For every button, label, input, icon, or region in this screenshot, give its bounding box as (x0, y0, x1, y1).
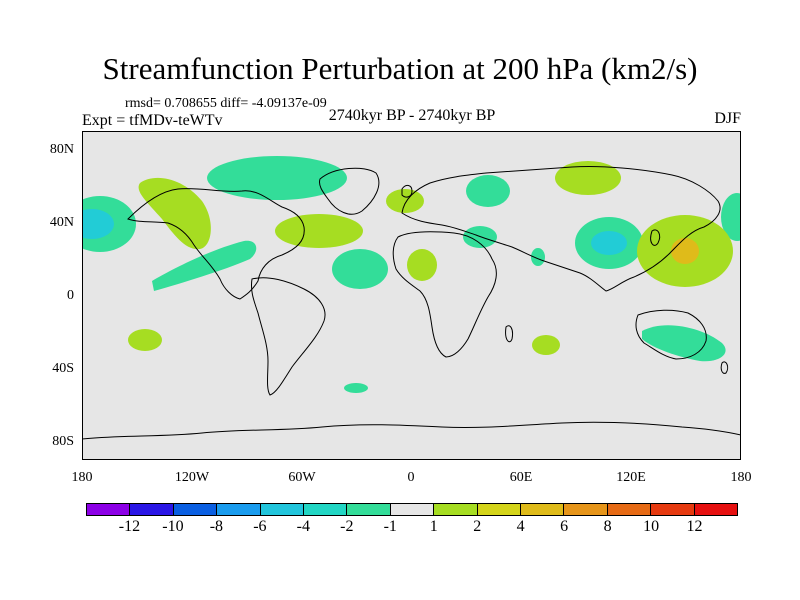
colorbar-label: 10 (643, 518, 660, 535)
colorbar-swatch (347, 504, 391, 515)
colorbar-label: -10 (162, 518, 184, 535)
contour-pos-western-europe (386, 189, 424, 213)
colorbar-swatch (694, 504, 738, 515)
lon-label-0: 0 (407, 470, 415, 485)
map-border (82, 131, 741, 460)
experiment-label: Expt = tfMDv-teWTv (82, 112, 223, 129)
colorbar-label: -12 (118, 518, 141, 535)
contour-neg-tropical-atlantic (332, 249, 388, 289)
lat-label-40s: 40S (52, 361, 74, 376)
contour-pos-north-atlantic (275, 214, 363, 248)
colorbar-swatch (217, 504, 261, 515)
coastline-australia (635, 309, 707, 360)
colorbar-swatch (390, 504, 435, 515)
coastlines (82, 165, 741, 440)
colorbar-swatch (130, 504, 174, 515)
colorbar-swatch (173, 504, 218, 515)
coastline-british-isles (401, 184, 413, 198)
contour-neg-arctic-canada (207, 156, 347, 200)
lon-label-180w: 180 (71, 470, 93, 485)
lon-label-60e: 60E (509, 470, 533, 485)
contour-pos-south-pacific (128, 329, 162, 351)
colorbar-swatch (651, 504, 695, 515)
coastline-new-zealand (720, 361, 729, 374)
coastline-africa (392, 231, 497, 358)
colorbar-label: 8 (603, 518, 612, 535)
colorbar-swatch (260, 504, 305, 515)
map-background (82, 131, 741, 460)
contour-neg-east-asia (575, 217, 643, 269)
colorbar (86, 503, 738, 516)
colorbar-swatch (434, 504, 478, 515)
colorbar-label: -2 (340, 518, 354, 535)
colorbar-label: 12 (686, 518, 703, 535)
lat-label-80n: 80N (49, 142, 74, 157)
colorbar-swatch (564, 504, 608, 515)
lon-label-60w: 60W (288, 470, 316, 485)
coastline-greenland (319, 167, 380, 215)
contour-pos-siberia (555, 161, 621, 195)
colorbar-label: -1 (383, 518, 397, 535)
world-map (82, 131, 741, 460)
coastline-antarctica (82, 421, 741, 440)
colorbar-label: -8 (209, 518, 224, 535)
lon-label-120w: 120W (174, 470, 210, 485)
contour-neg-arabia (531, 248, 545, 266)
colorbar-label: 4 (516, 518, 525, 535)
colorbar-swatch (477, 504, 522, 515)
contour-pos-west-africa (407, 249, 437, 281)
colorbar-swatch (521, 504, 565, 515)
colorbar-label: 6 (560, 518, 569, 535)
contour-neg-east-europe (466, 175, 510, 207)
coastline-south-america (251, 277, 326, 396)
contour-neg-north-pacific (82, 196, 136, 252)
contour-neg-dateline-east (721, 193, 741, 241)
colorbar-swatch (304, 504, 348, 515)
coastline-madagascar (505, 325, 513, 343)
coastline-eurasia (401, 165, 721, 292)
contour-pos-northwest-pacific (637, 215, 733, 287)
lon-label-180e: 180 (730, 470, 752, 485)
contour-pos-madagascar (532, 335, 560, 355)
contour-neg-south-atlantic (344, 383, 368, 393)
lat-label-40n: 40N (49, 215, 74, 230)
rmsd-diff-stats: rmsd= 0.708655 diff= -4.09137e-09 (125, 96, 327, 111)
contour-neg-australia (642, 325, 726, 362)
contour-pos-alaska (138, 177, 211, 250)
period-label: 2740kyr BP - 2740kyr BP (328, 107, 496, 124)
colorbar-label: 1 (429, 518, 438, 535)
colorbar-label: -4 (296, 518, 310, 535)
lat-label-0: 0 (67, 288, 74, 303)
map-canvas (82, 131, 741, 460)
coastline-japan (650, 229, 661, 246)
lat-label-80s: 80S (52, 434, 74, 449)
contour-neg-central-america (152, 240, 257, 291)
lon-label-120e: 120E (616, 470, 646, 485)
coastline-north-america (127, 188, 305, 300)
colorbar-label: 2 (473, 518, 482, 535)
colorbar-swatch (87, 504, 131, 515)
figure-title: Streamfunction Perturbation at 200 hPa (… (102, 51, 698, 86)
season-label: DJF (714, 110, 741, 127)
colorbar-swatch (607, 504, 652, 515)
colorbar-label: -6 (253, 518, 267, 535)
